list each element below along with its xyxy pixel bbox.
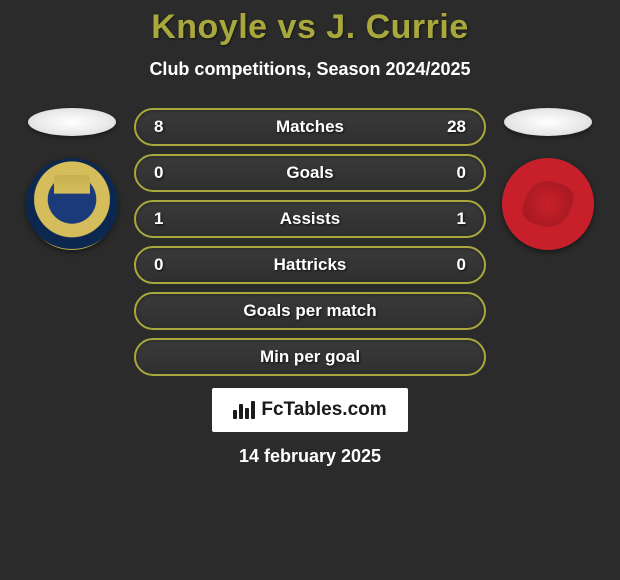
stat-left-value: 8: [154, 117, 178, 137]
page-title: Knoyle vs J. Currie: [0, 8, 620, 47]
left-player-col: [22, 108, 122, 250]
stat-right-value: 1: [442, 209, 466, 229]
right-club-crest: [502, 158, 594, 250]
stat-row-gpm: Goals per match: [134, 292, 486, 330]
left-club-crest: [26, 158, 118, 250]
stats-column: 8 Matches 28 0 Goals 0 1 Assists 1 0 Hat…: [134, 108, 486, 384]
right-player-col: [498, 108, 598, 250]
stat-row-matches: 8 Matches 28: [134, 108, 486, 146]
branding-badge: FcTables.com: [212, 388, 408, 432]
stat-right-value: 0: [442, 255, 466, 275]
stat-label: Assists: [280, 209, 340, 229]
stat-label: Matches: [276, 117, 344, 137]
stat-left-value: 0: [154, 255, 178, 275]
bars-icon: [233, 401, 255, 419]
stat-right-value: 0: [442, 163, 466, 183]
stat-row-hattricks: 0 Hattricks 0: [134, 246, 486, 284]
right-player-oval: [504, 108, 592, 136]
stat-label: Goals per match: [243, 301, 376, 321]
stat-row-goals: 0 Goals 0: [134, 154, 486, 192]
date-label: 14 february 2025: [0, 446, 620, 467]
stat-row-mpg: Min per goal: [134, 338, 486, 376]
stat-right-value: 28: [442, 117, 466, 137]
subtitle: Club competitions, Season 2024/2025: [0, 59, 620, 80]
branding-text: FcTables.com: [261, 399, 386, 421]
stat-left-value: 0: [154, 163, 178, 183]
stat-row-assists: 1 Assists 1: [134, 200, 486, 238]
comparison-area: 8 Matches 28 0 Goals 0 1 Assists 1 0 Hat…: [0, 108, 620, 384]
left-player-oval: [28, 108, 116, 136]
stat-label: Min per goal: [260, 347, 360, 367]
stat-label: Goals: [286, 163, 333, 183]
stat-label: Hattricks: [274, 255, 347, 275]
stat-left-value: 1: [154, 209, 178, 229]
